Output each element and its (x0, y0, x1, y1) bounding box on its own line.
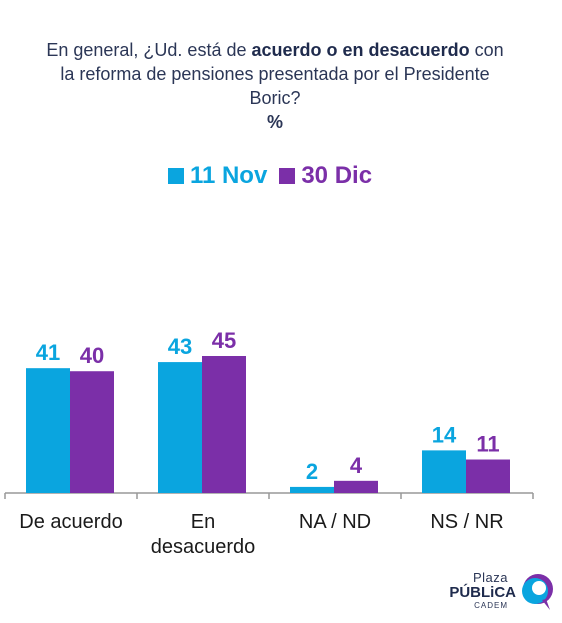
data-label-dic: 45 (212, 328, 236, 353)
logo-line2: PÚBLiCA (449, 584, 516, 601)
chart-title: En general, ¿Ud. está de acuerdo o en de… (40, 38, 510, 134)
legend-label-dic: 30 Dic (301, 162, 373, 189)
bar-nov (26, 368, 70, 493)
bar-dic (334, 480, 378, 493)
bar-nov (158, 362, 202, 493)
unit-label: % (266, 112, 283, 132)
category-label: NA / ND (299, 511, 371, 533)
category-label: En (191, 511, 215, 533)
logo: Plaza PÚBLiCA CADEM (438, 570, 558, 616)
category-label: NS / NR (430, 511, 503, 533)
plaza-publica-logo-icon (522, 574, 553, 610)
legend-swatch-nov (167, 168, 184, 184)
logo-line3: CADEM (474, 601, 508, 610)
question-part2: con la reforma de pensiones presentada p… (60, 40, 504, 108)
bar-nov (290, 486, 334, 493)
data-label-dic: 40 (80, 343, 104, 368)
legend-swatch-dic (279, 168, 296, 184)
legend: 11 Nov 30 Dic (0, 162, 540, 190)
data-label-nov: 14 (432, 422, 457, 447)
question-bold: acuerdo o en desacuerdo (251, 40, 470, 60)
legend-item-dic: 30 Dic (279, 162, 372, 190)
data-label-dic: 11 (476, 432, 499, 457)
category-label: De acuerdo (19, 511, 122, 533)
bar-dic (70, 371, 114, 493)
question-part1: En general, ¿Ud. está de (46, 40, 247, 60)
data-label-nov: 43 (168, 334, 192, 359)
bar-dic (202, 356, 246, 493)
legend-item-nov: 11 Nov (167, 162, 268, 190)
data-label-nov: 2 (306, 459, 318, 484)
category-label: desacuerdo (151, 536, 256, 558)
legend-label-nov: 11 Nov (189, 162, 268, 189)
bar-nov (422, 450, 466, 493)
bar-dic (466, 459, 510, 493)
data-label-dic: 4 (350, 453, 363, 478)
data-label-nov: 41 (36, 340, 60, 365)
logo-line1: Plaza (472, 570, 508, 585)
